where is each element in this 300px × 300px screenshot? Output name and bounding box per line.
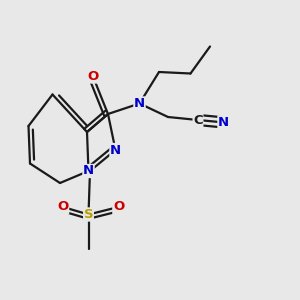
Text: N: N bbox=[110, 143, 121, 157]
Text: O: O bbox=[113, 200, 124, 214]
Text: C: C bbox=[193, 113, 203, 127]
Text: S: S bbox=[84, 208, 93, 221]
Text: O: O bbox=[87, 70, 99, 83]
Text: N: N bbox=[134, 97, 145, 110]
Text: O: O bbox=[57, 200, 69, 214]
Text: N: N bbox=[218, 116, 229, 129]
Text: N: N bbox=[83, 164, 94, 178]
